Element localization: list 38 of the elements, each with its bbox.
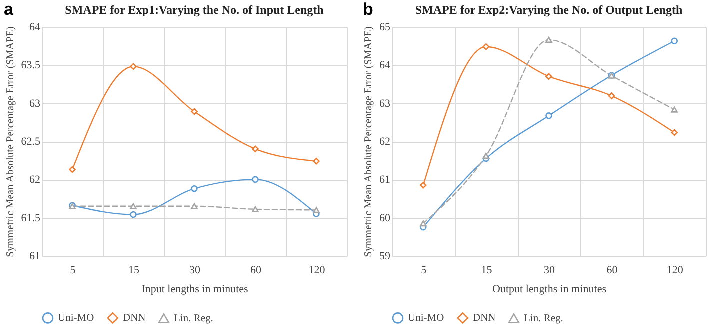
legend-label: DNN [123,313,146,324]
x-tick-label: 5 [70,264,76,276]
legend-label: Lin. Reg. [174,314,214,325]
x-tick-label: 120 [308,264,326,276]
legend-label: Lin. Reg. [524,314,564,325]
y-tick-label: 65 [380,22,391,34]
y-axis-title: Symmetric Mean Absolute Percentage Error (SMAPE) [5,26,16,258]
x-axis-title: Output lengths in minutes [492,284,606,296]
y-tick-label: 61 [380,174,390,186]
x-axis-title: Input lengths in minutes [142,284,248,296]
chart-title: SMAPE for Exp1:Varying the No. of Input Length [65,3,324,17]
y-axis-title: Symmetric Mean Absolute Percentage Error (SMAPE) [364,26,374,258]
legend-label: DNN [473,313,496,324]
x-tick-label: 30 [190,264,201,276]
x-tick-label: 60 [250,264,262,276]
y-tick-label: 59 [380,250,391,262]
text: a [4,0,14,20]
y-tick-label: 62.5 [21,136,41,148]
x-tick-label: 60 [606,264,618,276]
chart-title: SMAPE for Exp2:Varying the No. of Output Length [415,3,684,17]
x-tick-label: 15 [128,264,140,276]
y-tick-label: 61 [30,250,40,262]
y-tick-label: 64 [30,22,41,34]
y-tick-label: 64 [380,60,391,72]
y-tick-label: 60 [380,212,391,224]
x-tick-label: 15 [481,264,493,276]
y-tick-label: 63 [380,98,391,110]
legend-label: Uni-MO [408,313,445,324]
x-tick-label: 30 [544,264,556,276]
y-tick-label: 62 [30,174,40,186]
x-tick-label: 120 [666,264,684,276]
legend-label: Uni-MO [58,313,95,324]
y-tick-label: 63.5 [21,60,41,72]
y-tick-label: 61.5 [21,212,41,224]
x-tick-label: 5 [421,264,428,276]
y-tick-label: 63 [30,98,41,110]
text: b [363,0,374,20]
y-tick-label: 62 [380,136,390,148]
